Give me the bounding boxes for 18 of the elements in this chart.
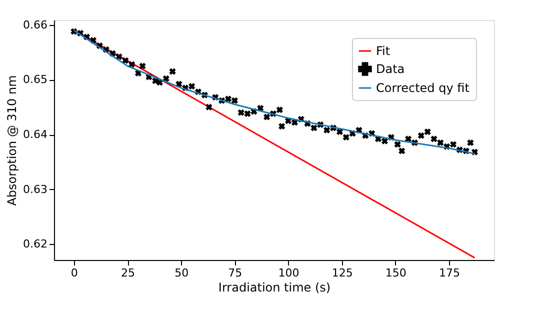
x-axis-title: Irradiation time (s) (218, 280, 331, 294)
legend-label: Data (376, 62, 405, 76)
x-tick-label: 50 (174, 266, 189, 280)
x-tick-label: 125 (332, 266, 353, 280)
legend-label: Fit (376, 44, 390, 58)
y-tick-label: 0.64 (23, 128, 48, 142)
y-axis-title: Absorption @ 310 nm (5, 75, 20, 206)
y-tick-label: 0.65 (23, 73, 48, 86)
y-tick-label: 0.66 (23, 18, 48, 32)
x-tick-label: 175 (438, 266, 460, 280)
y-tick-label: 0.63 (23, 182, 48, 196)
legend-label: Corrected qy fit (376, 81, 470, 95)
x-tick-label: 150 (385, 266, 406, 280)
x-tick-label: 25 (121, 266, 136, 280)
x-tick-label: 75 (228, 266, 242, 280)
x-tick-label: 0 (70, 266, 78, 280)
y-tick-label: 0.62 (23, 238, 48, 251)
x-tick-label: 100 (278, 266, 300, 280)
